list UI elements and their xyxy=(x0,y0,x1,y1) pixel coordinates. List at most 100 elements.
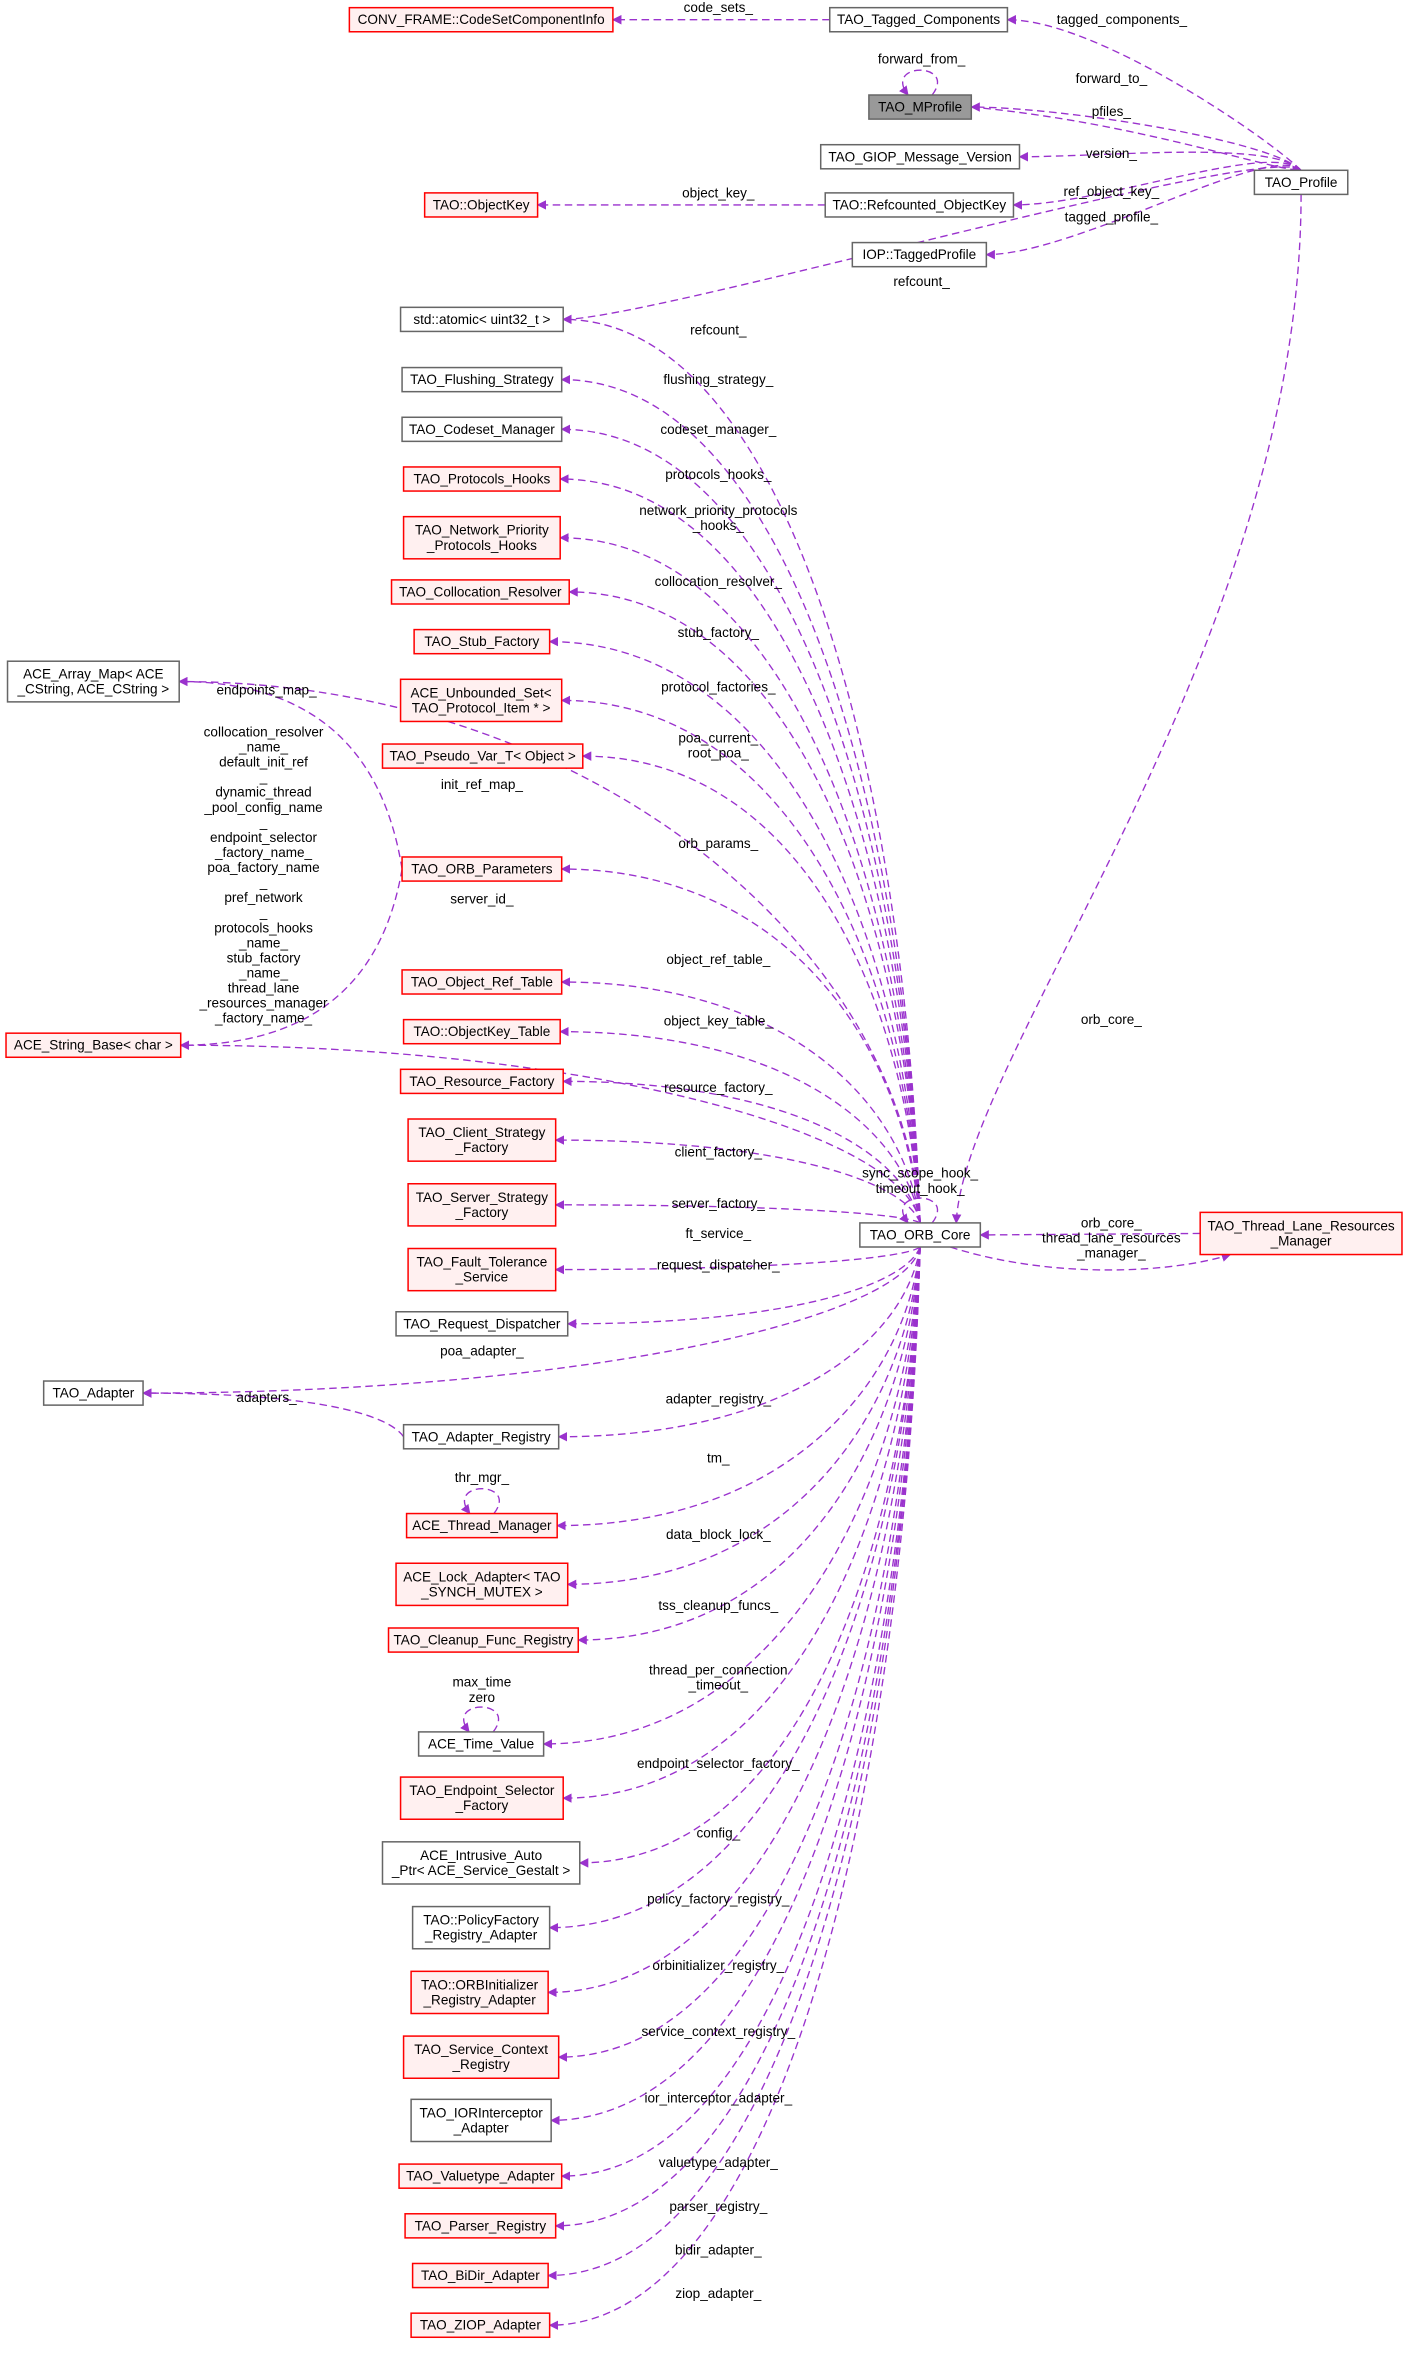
node-box xyxy=(5,1032,182,1059)
node-parser[interactable]: TAO_Parser_Registry xyxy=(404,2213,557,2239)
node-label: ACE_Thread_Manager xyxy=(412,1518,552,1533)
edge-label: object_key_table_ xyxy=(664,1014,774,1029)
node-giop[interactable]: TAO_GIOP_Message_Version xyxy=(819,143,1021,170)
node-core[interactable]: TAO_ORB_Core xyxy=(859,1222,982,1248)
node-esf[interactable]: TAO_Endpoint_Selector_Factory xyxy=(399,1776,564,1820)
edge-label-line: collocation_resolver_ xyxy=(655,574,783,589)
node-mprofile[interactable]: TAO_MProfile xyxy=(868,94,973,120)
node-box xyxy=(390,579,570,605)
edge-label: codeset_manager_ xyxy=(660,422,776,437)
node-iori[interactable]: TAO_IORInterceptor_Adapter xyxy=(410,2098,552,2143)
edge-label-line: resource_factory_ xyxy=(664,1080,773,1095)
edge-label: pfiles_ xyxy=(1092,104,1132,119)
nodes-layer: CONV_FRAME::CodeSetComponentInfo TAO_Tagg… xyxy=(5,6,1403,2339)
edge-core-to-cleanup xyxy=(577,1246,921,1645)
edge-core-to-pfra xyxy=(548,1246,921,1933)
edge-core-to-colres xyxy=(568,587,921,1223)
node-label: ACE_Array_Map< ACE xyxy=(23,667,163,682)
node-conv[interactable]: CONV_FRAME::CodeSetComponentInfo xyxy=(348,6,614,33)
edge-label: protocol_factories_ xyxy=(661,679,776,694)
node-stubf[interactable]: TAO_Stub_Factory xyxy=(413,628,551,655)
node-adapter[interactable]: TAO_Adapter xyxy=(42,1380,144,1406)
node-label: std::atomic< uint32_t > xyxy=(413,312,550,327)
edge-label: thread_per_connection _timeout_ xyxy=(649,1663,788,1693)
node-orbparams[interactable]: TAO_ORB_Parameters xyxy=(401,856,563,882)
edge-label-line: tss_cleanup_funcs_ xyxy=(658,1598,778,1613)
edge-label-line: _factory_name_ xyxy=(214,845,313,860)
node-ft[interactable]: TAO_Fault_Tolerance_Service xyxy=(407,1247,557,1292)
edge-label: request_dispatcher_ xyxy=(657,1258,780,1273)
edge-label: tm_ xyxy=(707,1450,730,1465)
node-cleanup[interactable]: TAO_Cleanup_Func_Registry xyxy=(387,1627,580,1653)
node-vta[interactable]: TAO_Valuetype_Adapter xyxy=(398,2163,563,2189)
node-orbi[interactable]: TAO::ORBInitializer_Registry_Adapter xyxy=(410,1970,549,2015)
node-box xyxy=(401,856,563,882)
node-okt[interactable]: TAO::ObjectKey_Table xyxy=(402,1018,561,1045)
node-reqd[interactable]: TAO_Request_Dispatcher xyxy=(395,1311,569,1337)
edge-label-line: refcount_ xyxy=(690,322,747,337)
node-serverf[interactable]: TAO_Server_Strategy_Factory xyxy=(407,1183,557,1227)
edge-label-line: default_init_ref xyxy=(219,755,308,770)
node-tagged[interactable]: TAO_Tagged_Components xyxy=(828,6,1009,33)
node-label: TAO_Thread_Lane_Resources xyxy=(1207,1218,1394,1233)
node-refobjkey[interactable]: TAO::Refcounted_ObjectKey xyxy=(824,192,1015,218)
edge-core-to-bidir xyxy=(547,1246,921,2281)
edge-core-to-stubf xyxy=(548,636,921,1223)
node-bidir[interactable]: TAO_BiDir_Adapter xyxy=(411,2262,549,2289)
node-lock[interactable]: ACE_Lock_Adapter< TAO_SYNCH_MUTEX > xyxy=(395,1562,569,1607)
edge-label: server_factory_ xyxy=(672,1196,766,1211)
edge-label-line: server_id_ xyxy=(450,892,514,907)
node-pseudo[interactable]: TAO_Pseudo_Var_T< Object > xyxy=(381,743,584,769)
edge-label: code_sets_ xyxy=(684,0,754,15)
edge-core-to-ft xyxy=(554,1246,921,1275)
edge-label-line: thread_lane xyxy=(228,981,300,996)
node-colres[interactable]: TAO_Collocation_Resolver xyxy=(390,579,570,605)
node-box xyxy=(868,94,973,120)
node-iop[interactable]: IOP::TaggedProfile xyxy=(851,241,988,268)
node-label: _Ptr< ACE_Service_Gestalt > xyxy=(391,1863,571,1878)
node-tlrm[interactable]: TAO_Thread_Lane_Resources_Manager xyxy=(1199,1211,1403,1256)
edge-label-line: adapters_ xyxy=(236,1390,297,1405)
node-uset[interactable]: ACE_Unbounded_Set<TAO_Protocol_Item * > xyxy=(399,678,563,723)
node-objref[interactable]: TAO_Object_Ref_Table xyxy=(401,969,563,995)
node-label: TAO::ORBInitializer xyxy=(421,1977,539,1992)
node-atomic[interactable]: std::atomic< uint32_t > xyxy=(399,306,564,333)
node-amap[interactable]: ACE_Array_Map< ACE_CString, ACE_CString … xyxy=(6,660,180,703)
node-objkey[interactable]: TAO::ObjectKey xyxy=(423,192,539,218)
edge-label-line: bidir_adapter_ xyxy=(675,2242,762,2257)
node-resf[interactable]: TAO_Resource_Factory xyxy=(399,1068,564,1095)
node-codeset[interactable]: TAO_Codeset_Manager xyxy=(401,416,563,443)
node-nphooks[interactable]: TAO_Network_Priority_Protocols_Hooks xyxy=(402,515,561,560)
node-clientf[interactable]: TAO_Client_Strategy_Factory xyxy=(407,1118,557,1162)
node-box xyxy=(381,1841,581,1885)
edge-core-to-ziop xyxy=(548,1246,921,2330)
node-profile[interactable]: TAO_Profile xyxy=(1253,169,1349,196)
node-box xyxy=(404,2213,557,2239)
edge-label-line: client_factory_ xyxy=(675,1145,763,1160)
node-strbase[interactable]: ACE_String_Base< char > xyxy=(5,1032,182,1059)
edge-label-line: stub_factory xyxy=(227,950,301,965)
node-label: ACE_String_Base< char > xyxy=(14,1038,173,1053)
edge-label-line: _factory_name_ xyxy=(214,1011,313,1026)
edge-label: server_id_ xyxy=(450,892,514,907)
node-label: TAO_Parser_Registry xyxy=(415,2218,547,2233)
node-ziop[interactable]: TAO_ZIOP_Adapter xyxy=(410,2312,551,2339)
edge-label-line: ft_service_ xyxy=(686,1226,752,1241)
edge-profile-to-refobjkey xyxy=(1012,161,1302,210)
node-timev[interactable]: ACE_Time_Value xyxy=(417,1731,545,1757)
node-box xyxy=(387,1627,580,1653)
node-label: CONV_FRAME::CodeSetComponentInfo xyxy=(358,12,605,27)
node-adreg[interactable]: TAO_Adapter_Registry xyxy=(402,1423,560,1450)
node-thrmgr[interactable]: ACE_Thread_Manager xyxy=(405,1512,558,1539)
node-box xyxy=(859,1222,982,1248)
edge-label: ior_interceptor_adapter_ xyxy=(645,2090,793,2105)
node-label: _CString, ACE_CString > xyxy=(16,682,169,697)
node-box xyxy=(413,628,551,655)
node-iap[interactable]: ACE_Intrusive_Auto_Ptr< ACE_Service_Gest… xyxy=(381,1841,581,1885)
node-scr[interactable]: TAO_Service_Context_Registry xyxy=(402,2035,560,2080)
edge-label-line: thread_lane_resources xyxy=(1042,1230,1181,1245)
node-flush[interactable]: TAO_Flushing_Strategy xyxy=(401,366,563,393)
node-phooks[interactable]: TAO_Protocols_Hooks xyxy=(402,466,561,492)
edge-core-to-orbparams xyxy=(560,864,921,1223)
node-pfra[interactable]: TAO::PolicyFactory_Registry_Adapter xyxy=(411,1905,551,1950)
